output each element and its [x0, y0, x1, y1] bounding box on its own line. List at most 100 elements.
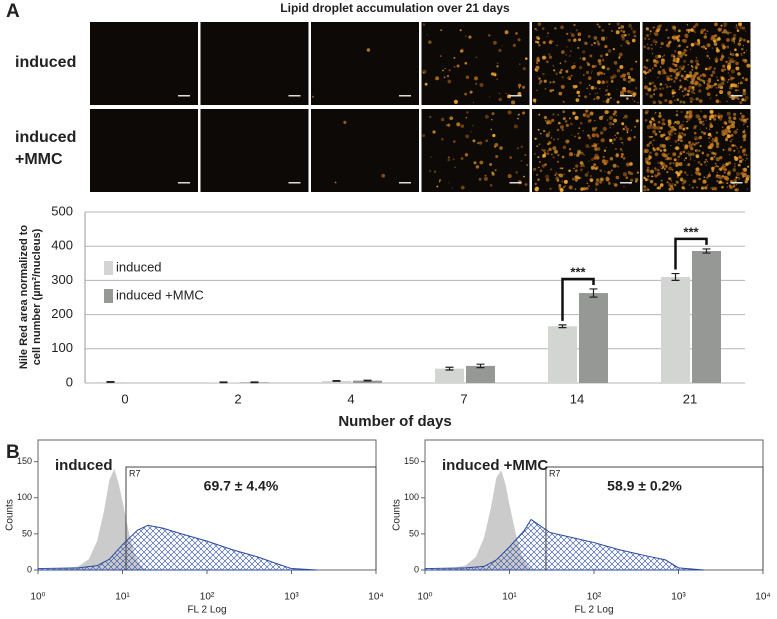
droplet	[663, 54, 666, 57]
droplet	[700, 30, 704, 35]
droplet	[670, 145, 672, 147]
droplet	[649, 141, 652, 144]
droplet	[472, 139, 476, 143]
droplet	[502, 45, 504, 47]
droplet	[705, 119, 707, 121]
droplet	[726, 111, 731, 116]
droplet	[599, 181, 602, 184]
droplet	[555, 72, 559, 76]
droplet	[584, 173, 589, 177]
droplet	[668, 166, 672, 171]
droplet	[734, 48, 737, 52]
droplet	[720, 76, 725, 81]
droplet	[592, 143, 597, 148]
droplet	[690, 65, 693, 67]
droplet	[745, 177, 750, 181]
droplet	[702, 181, 705, 184]
droplet	[709, 150, 711, 152]
droplet	[719, 85, 724, 90]
droplet	[690, 147, 694, 151]
droplet	[713, 114, 717, 118]
histogram-area	[37, 524, 317, 571]
droplet	[664, 98, 668, 103]
bar	[435, 368, 464, 383]
error-bar	[476, 363, 485, 369]
droplet	[674, 76, 678, 80]
droplet	[590, 44, 593, 47]
droplet	[559, 62, 562, 65]
droplet	[644, 71, 648, 75]
x-tick-label: 14	[570, 391, 584, 406]
droplet	[736, 172, 740, 176]
droplet	[453, 65, 456, 68]
droplet	[585, 186, 589, 190]
droplet	[733, 116, 737, 120]
droplet	[597, 42, 601, 46]
droplet	[579, 66, 583, 70]
row-label: +MMC	[15, 151, 63, 168]
droplet	[649, 30, 652, 33]
droplet	[679, 70, 682, 72]
droplet	[537, 59, 541, 63]
panel-title: induced +MMC	[442, 457, 548, 474]
droplet	[728, 119, 733, 124]
droplet	[539, 169, 543, 173]
droplet	[682, 100, 686, 104]
droplet	[511, 100, 516, 105]
droplet	[648, 158, 651, 161]
y-tick-label: 300	[51, 272, 73, 287]
droplet	[626, 81, 628, 83]
droplet	[546, 32, 550, 35]
droplet	[478, 177, 482, 181]
droplet	[691, 152, 695, 156]
droplet	[696, 72, 699, 75]
droplet	[734, 188, 738, 192]
droplet	[746, 188, 749, 190]
droplet	[517, 91, 522, 96]
droplet	[681, 51, 686, 56]
droplet	[739, 145, 743, 149]
droplet	[719, 57, 723, 61]
droplet	[475, 56, 478, 59]
droplet	[672, 25, 677, 30]
droplet	[729, 96, 731, 99]
droplet	[539, 132, 542, 135]
droplet	[673, 123, 675, 125]
droplet	[560, 68, 563, 72]
droplet	[686, 173, 689, 177]
droplet	[653, 125, 657, 130]
droplet	[684, 70, 686, 73]
droplet	[459, 49, 464, 53]
droplet	[657, 100, 660, 102]
droplet	[735, 176, 738, 179]
error-bar	[702, 248, 711, 254]
droplet	[722, 82, 724, 84]
droplet	[654, 111, 657, 114]
droplet	[504, 30, 509, 35]
droplet	[604, 171, 606, 173]
droplet	[675, 161, 679, 165]
micrograph	[311, 109, 419, 192]
droplet	[493, 73, 497, 77]
droplet	[334, 181, 337, 184]
droplet	[518, 87, 521, 89]
droplet	[566, 46, 568, 48]
droplet	[589, 93, 591, 95]
droplet	[651, 117, 655, 121]
droplet	[459, 29, 462, 32]
droplet	[673, 55, 676, 58]
legend-label: induced +MMC	[116, 287, 204, 302]
droplet	[699, 74, 702, 77]
droplet	[688, 73, 693, 78]
droplet	[573, 167, 575, 170]
droplet	[551, 40, 554, 42]
droplet	[714, 154, 717, 156]
y-tick-label: 0	[414, 564, 419, 574]
droplet	[691, 85, 695, 90]
droplet	[649, 179, 654, 184]
droplet	[366, 48, 371, 52]
droplet	[534, 153, 536, 155]
droplet	[738, 151, 740, 154]
droplet	[605, 53, 609, 57]
droplet	[474, 76, 479, 81]
